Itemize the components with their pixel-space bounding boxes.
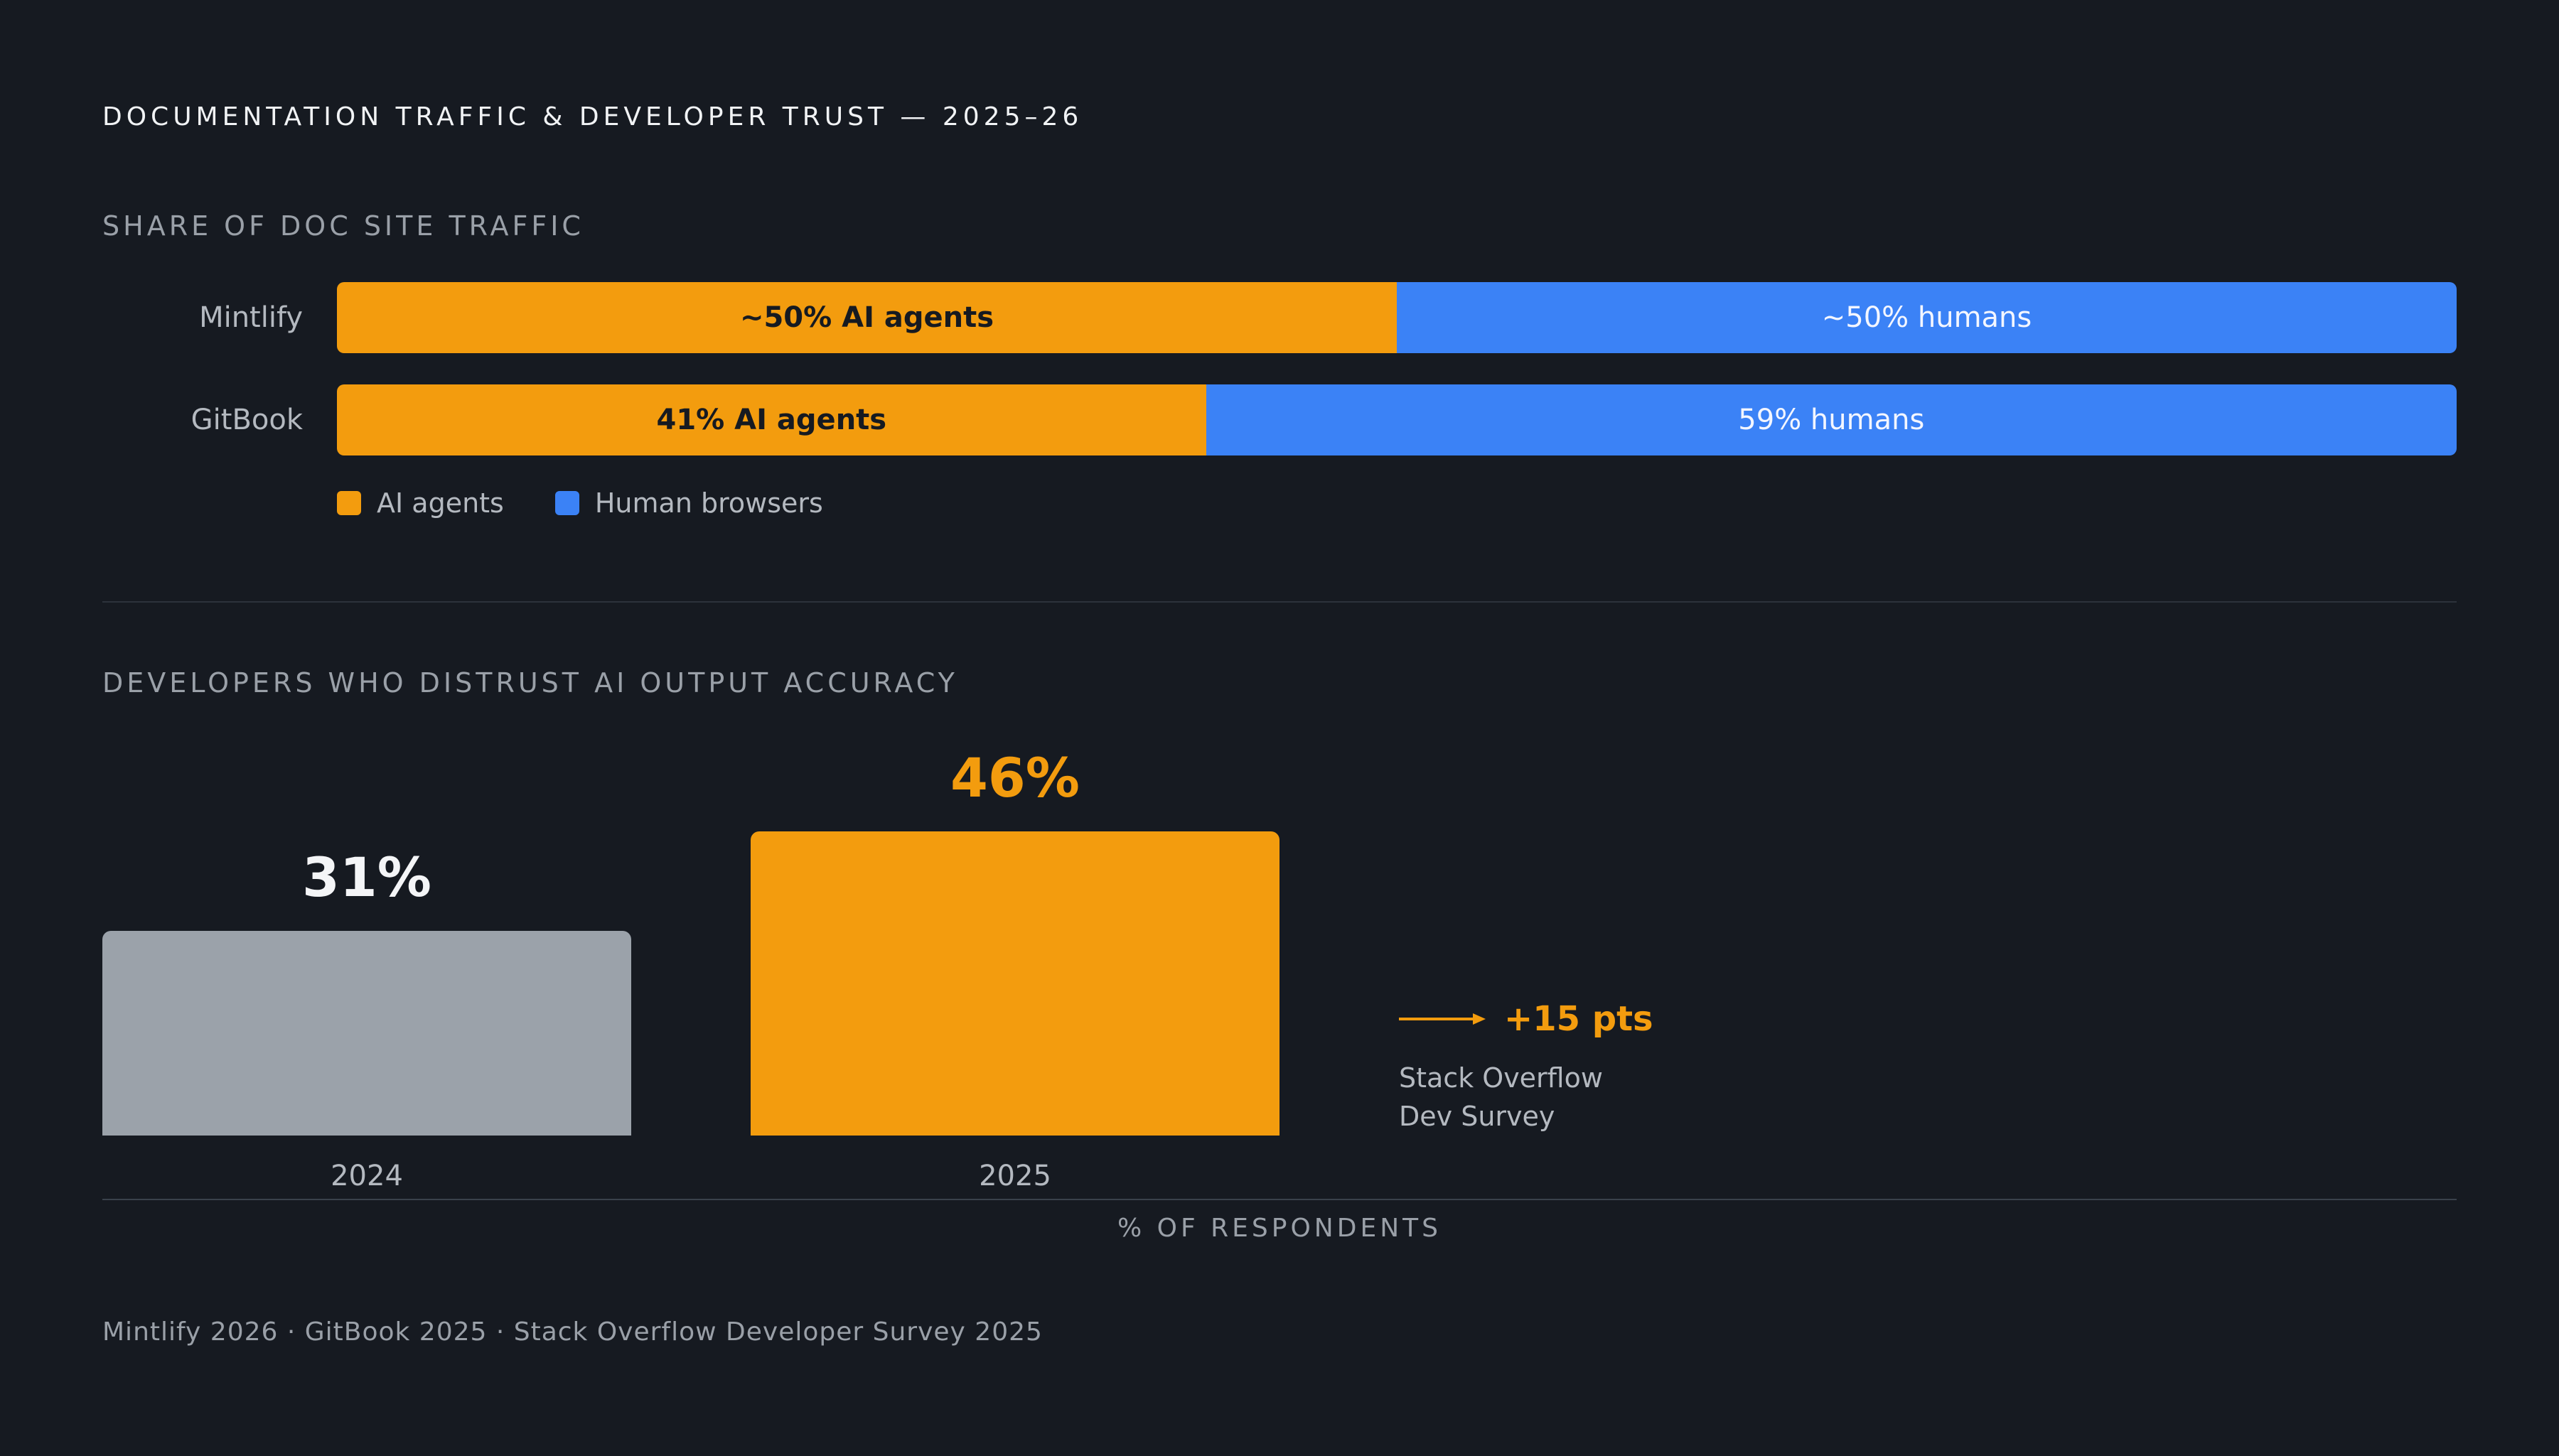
bar-2025 [751,831,1280,1136]
page-title: DOCUMENTATION TRAFFIC & DEVELOPER TRUST … [102,102,1083,131]
bar-segment-ai-agents-gitbook: 41% AI agents [337,384,1206,455]
delta-source-note: Stack Overflow Dev Survey [1399,1059,1603,1136]
arrow-right-icon [1399,1013,1486,1025]
row-label-gitbook: GitBook [191,404,303,436]
section-divider [102,601,2457,603]
bar-value-label-2025: 46% [950,746,1080,809]
delta-value: +15 pts [1504,999,1653,1039]
legend-label-ai-agents: AI agents [377,487,504,519]
distrust-chart-title: DEVELOPERS WHO DISTRUST AI OUTPUT ACCURA… [102,667,958,699]
legend-swatch-human-browsers [554,491,579,515]
x-axis-title: % OF RESPONDENTS [1117,1214,1442,1243]
source-footnote: Mintlify 2026 · GitBook 2025 · Stack Ove… [102,1317,1043,1347]
legend-label-human-browsers: Human browsers [594,487,823,519]
legend-item-human-browsers: Human browsers [554,487,823,519]
legend-item-ai-agents: AI agents [337,487,504,519]
stacked-bar-mintlify: ~50% AI agents ~50% humans [337,282,2457,353]
legend-swatch-ai-agents [337,491,361,515]
bar-2024 [102,930,631,1136]
bar-category-label-2024: 2024 [331,1160,403,1192]
row-label-mintlify: Mintlify [199,301,303,334]
bar-segment-humans-mintlify: ~50% humans [1397,282,2457,353]
delta-source-line-2: Dev Survey [1399,1101,1555,1132]
bar-category-label-2025: 2025 [979,1160,1051,1192]
bar-value-label-2024: 31% [302,845,431,909]
traffic-legend: AI agents Human browsers [337,487,874,519]
bar-segment-humans-gitbook: 59% humans [1206,384,2457,455]
stacked-bar-gitbook: 41% AI agents 59% humans [337,384,2457,455]
bar-segment-ai-agents-mintlify: ~50% AI agents [337,282,1397,353]
chart-baseline [102,1199,2457,1200]
delta-annotation: +15 pts [1399,999,1653,1039]
delta-source-line-1: Stack Overflow [1399,1062,1603,1094]
traffic-chart-title: SHARE OF DOC SITE TRAFFIC [102,210,584,242]
